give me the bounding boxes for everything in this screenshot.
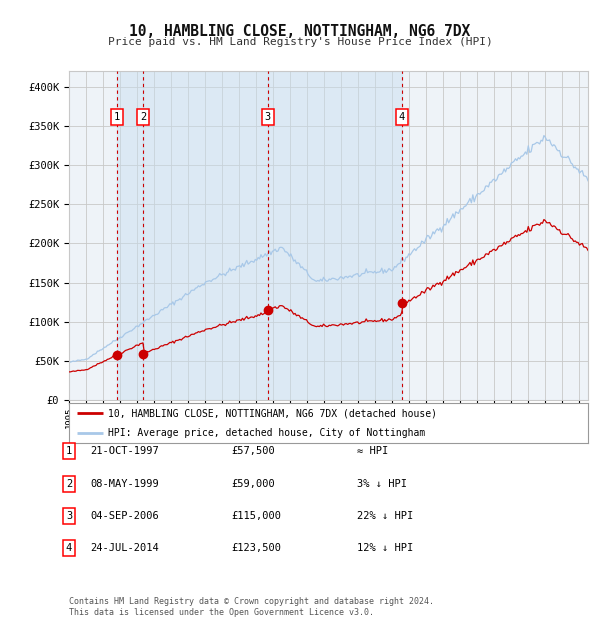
Text: £59,000: £59,000: [231, 479, 275, 489]
Text: 12% ↓ HPI: 12% ↓ HPI: [357, 543, 413, 553]
Text: HPI: Average price, detached house, City of Nottingham: HPI: Average price, detached house, City…: [108, 428, 425, 438]
Text: 1: 1: [113, 112, 120, 122]
Text: £123,500: £123,500: [231, 543, 281, 553]
Text: 08-MAY-1999: 08-MAY-1999: [90, 479, 159, 489]
Text: Price paid vs. HM Land Registry's House Price Index (HPI): Price paid vs. HM Land Registry's House …: [107, 37, 493, 47]
Text: 2: 2: [66, 479, 72, 489]
Bar: [268, 71, 402, 400]
Text: £115,000: £115,000: [231, 511, 281, 521]
Text: 3: 3: [66, 511, 72, 521]
Text: 10, HAMBLING CLOSE, NOTTINGHAM, NG6 7DX: 10, HAMBLING CLOSE, NOTTINGHAM, NG6 7DX: [130, 24, 470, 38]
Bar: [143, 71, 268, 400]
Text: 3: 3: [265, 112, 271, 122]
Text: 3% ↓ HPI: 3% ↓ HPI: [357, 479, 407, 489]
Text: Contains HM Land Registry data © Crown copyright and database right 2024.
This d: Contains HM Land Registry data © Crown c…: [69, 598, 434, 617]
Text: 21-OCT-1997: 21-OCT-1997: [90, 446, 159, 456]
Text: 24-JUL-2014: 24-JUL-2014: [90, 543, 159, 553]
Text: £57,500: £57,500: [231, 446, 275, 456]
Text: 4: 4: [66, 543, 72, 553]
Text: 4: 4: [399, 112, 405, 122]
Text: 2: 2: [140, 112, 146, 122]
Text: ≈ HPI: ≈ HPI: [357, 446, 388, 456]
Text: 04-SEP-2006: 04-SEP-2006: [90, 511, 159, 521]
Text: 10, HAMBLING CLOSE, NOTTINGHAM, NG6 7DX (detached house): 10, HAMBLING CLOSE, NOTTINGHAM, NG6 7DX …: [108, 408, 437, 418]
Text: 1: 1: [66, 446, 72, 456]
Bar: [117, 71, 143, 400]
Text: 22% ↓ HPI: 22% ↓ HPI: [357, 511, 413, 521]
